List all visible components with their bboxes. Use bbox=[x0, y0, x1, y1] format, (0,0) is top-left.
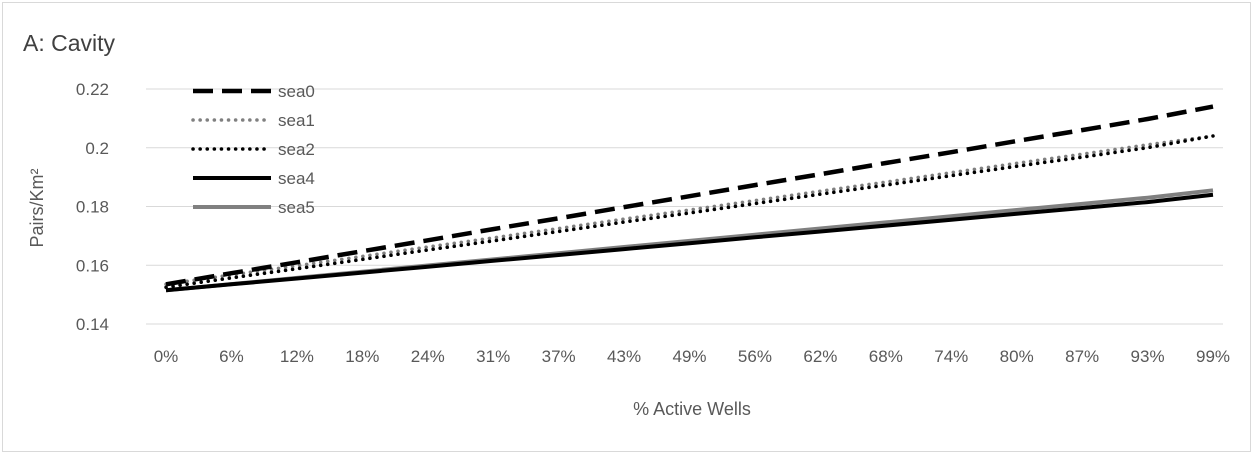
legend-label-sea1: sea1 bbox=[278, 111, 315, 130]
line-chart: A: Cavity 0.14 0.16 0.18 0.2 0.22 0% 6% 12% 18%… bbox=[23, 30, 1230, 419]
series-line-sea1 bbox=[164, 134, 1215, 287]
y-tick-label: 0.22 bbox=[76, 80, 109, 99]
x-tick-label: 18% bbox=[345, 347, 379, 366]
chart-title: A: Cavity bbox=[23, 30, 116, 56]
x-tick-label: 87% bbox=[1065, 347, 1099, 366]
x-tick-label: 24% bbox=[411, 347, 445, 366]
legend: sea0 sea1 sea2 sea4 sea5 bbox=[191, 82, 315, 217]
x-tick-label: 37% bbox=[542, 347, 576, 366]
legend-label-sea4: sea4 bbox=[278, 169, 315, 188]
series-line-sea4 bbox=[165, 192, 1214, 293]
x-tick-label: 56% bbox=[738, 347, 772, 366]
y-axis-title: Pairs/Km² bbox=[27, 168, 47, 247]
x-tick-label: 80% bbox=[1000, 347, 1034, 366]
x-axis-ticks: 0% 6% 12% 18% 24% 31% 37% 43% 49% 56% 62% 68% 74% 80%… bbox=[154, 347, 1230, 366]
y-tick-label: 0.16 bbox=[76, 256, 109, 275]
legend-label-sea2: sea2 bbox=[278, 140, 315, 159]
x-tick-label: 6% bbox=[219, 347, 244, 366]
x-tick-label: 99% bbox=[1196, 347, 1230, 366]
legend-label-sea5: sea5 bbox=[278, 198, 315, 217]
x-tick-label: 62% bbox=[803, 347, 837, 366]
x-tick-label: 49% bbox=[672, 347, 706, 366]
y-tick-label: 0.18 bbox=[76, 198, 109, 217]
series-line-sea2 bbox=[164, 134, 1215, 290]
x-tick-label: 31% bbox=[476, 347, 510, 366]
legend-label-sea0: sea0 bbox=[278, 82, 315, 101]
y-tick-label: 0.2 bbox=[85, 139, 109, 158]
gridlines bbox=[146, 88, 1223, 325]
y-tick-label: 0.14 bbox=[76, 315, 109, 334]
series-line-sea0 bbox=[165, 104, 1214, 287]
x-axis-title: % Active Wells bbox=[633, 399, 751, 419]
y-axis-ticks: 0.14 0.16 0.18 0.2 0.22 bbox=[76, 80, 109, 334]
x-tick-label: 68% bbox=[869, 347, 903, 366]
x-tick-label: 93% bbox=[1131, 347, 1165, 366]
x-tick-label: 43% bbox=[607, 347, 641, 366]
x-tick-label: 74% bbox=[934, 347, 968, 366]
x-tick-label: 0% bbox=[154, 347, 179, 366]
series-lines bbox=[164, 104, 1215, 293]
x-tick-label: 12% bbox=[280, 347, 314, 366]
